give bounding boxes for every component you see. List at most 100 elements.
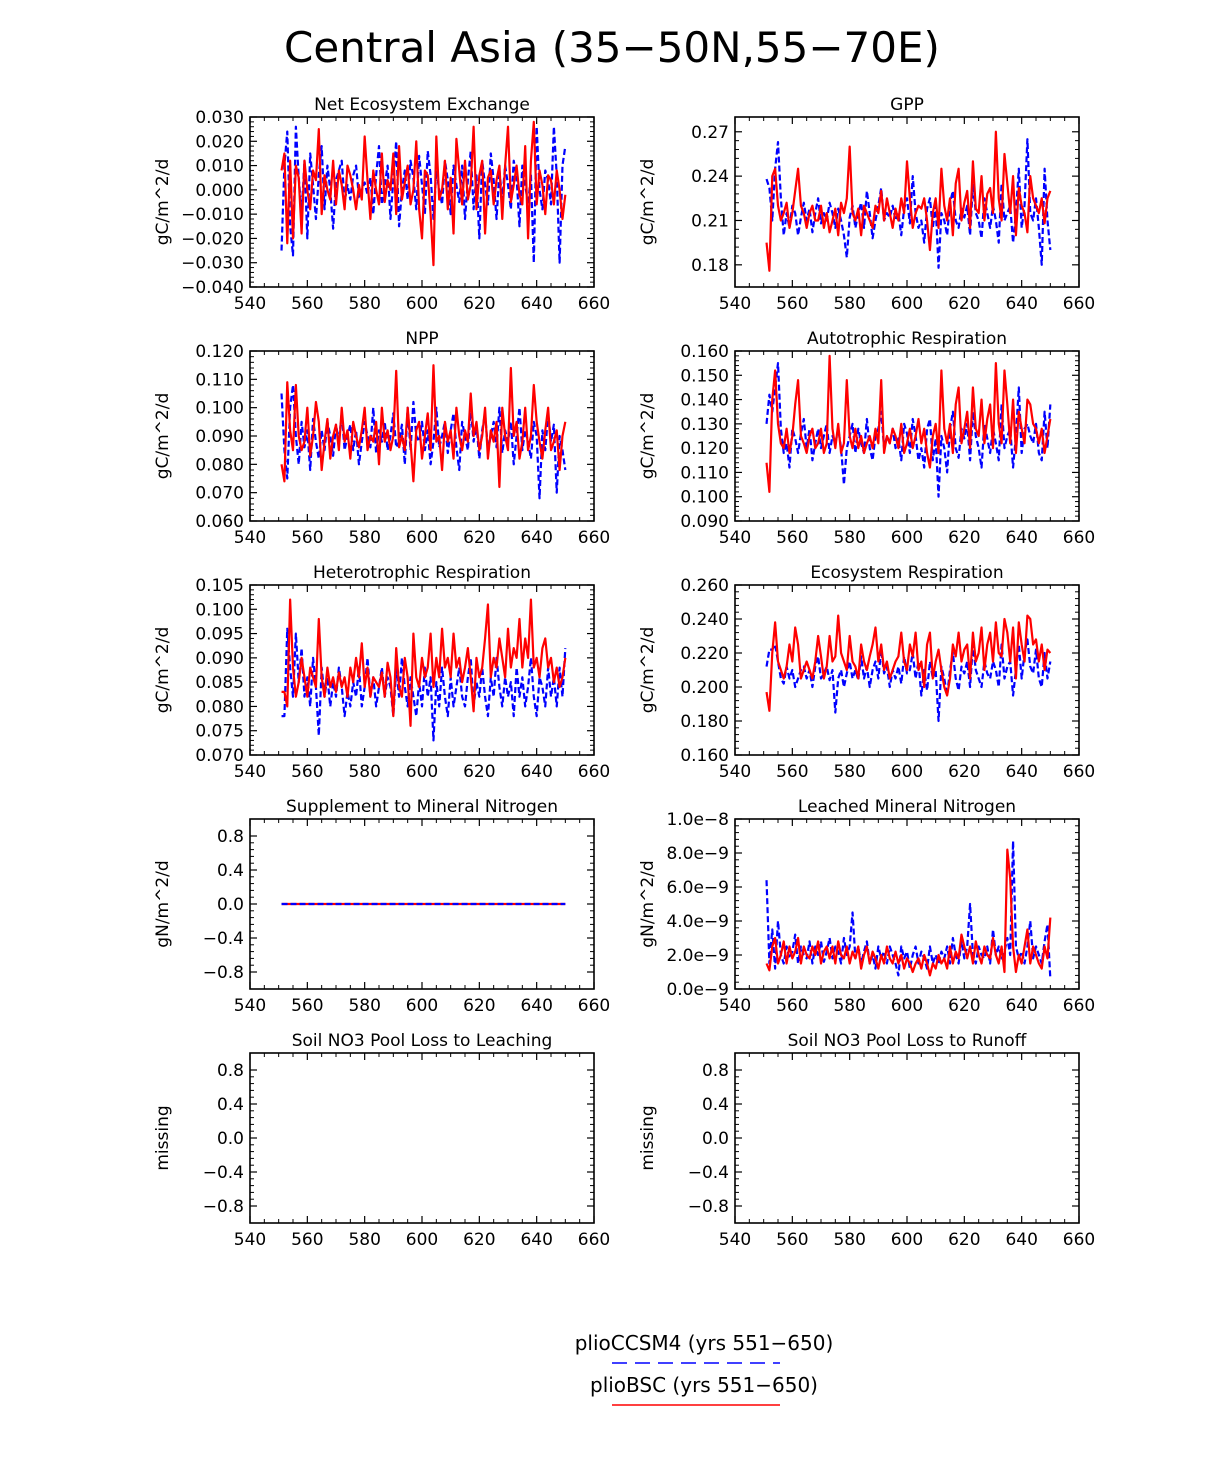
y-tick-label: −0.4 [203, 929, 244, 949]
x-tick-label: 560 [776, 996, 808, 1016]
x-tick-label: 540 [234, 294, 266, 314]
x-tick-label: 640 [1005, 1230, 1037, 1250]
y-tick-label: 0.0 [702, 1129, 729, 1149]
y-tick-label: 0.140 [680, 391, 729, 411]
series-line-pliobsc [281, 598, 567, 727]
x-tick-label: 580 [348, 1230, 380, 1250]
series-line-pliobsc [765, 614, 1052, 712]
panel-soil-no3-pool-loss-to-leaching: 540 560 580 600 620 640 660 −0.8 −0.4 0.0 0.4 0.8 So… [153, 1031, 610, 1250]
x-tick-label: 580 [348, 762, 380, 782]
x-tick-label: 560 [291, 294, 323, 314]
panel-supplement-to-mineral-nitrogen: 540 560 580 600 620 640 660 −0.8 −0.4 0.0 0.4 0.8 Su… [153, 797, 610, 1016]
x-tick-label: 540 [719, 294, 751, 314]
y-axis-label: gC/m^2/d [638, 627, 658, 714]
x-tick-label: 660 [578, 996, 610, 1016]
panel-net-ecosystem-exchange: 540 560 580 600 620 640 660 −0.040 −0.030 −0.020 −… [153, 95, 610, 314]
series-line-plioccsm4 [765, 638, 1052, 723]
x-tick-label: 640 [520, 1230, 552, 1250]
plot-frame [249, 1052, 595, 1224]
x-tick-label: 540 [719, 996, 751, 1016]
series-line-pliobsc [280, 364, 567, 489]
x-tick-label: 660 [578, 294, 610, 314]
y-tick-label: 0.130 [680, 415, 729, 435]
y-tick-label: 0.080 [195, 455, 244, 475]
x-tick-label: 660 [578, 1230, 610, 1250]
panel-title: Ecosystem Respiration [810, 563, 1003, 583]
y-tick-label: 1.0e−8 [666, 810, 729, 830]
y-axis-label: missing [638, 1105, 658, 1170]
x-tick-label: 620 [948, 762, 980, 782]
y-tick-label: 0.150 [680, 366, 729, 386]
x-tick-label: 600 [891, 762, 923, 782]
panel-title: Soil NO3 Pool Loss to Runoff [788, 1031, 1028, 1051]
x-tick-label: 580 [833, 996, 865, 1016]
panel-title: GPP [890, 95, 924, 115]
y-tick-label: 0.090 [195, 427, 244, 447]
x-tick-label: 600 [891, 996, 923, 1016]
y-tick-label: −0.010 [181, 205, 244, 225]
x-tick-label: 600 [406, 294, 438, 314]
plot-frame [249, 584, 595, 756]
legend-label-bsc: plioBSC (yrs 551−650) [590, 1373, 818, 1397]
y-tick-label: −0.030 [181, 254, 244, 274]
x-tick-label: 560 [291, 996, 323, 1016]
x-tick-label: 640 [520, 294, 552, 314]
x-tick-label: 620 [463, 1230, 495, 1250]
y-axis-label: gC/m^2/d [153, 627, 173, 714]
y-tick-label: 0.105 [195, 576, 244, 596]
panel-title: Net Ecosystem Exchange [314, 95, 530, 115]
y-tick-label: 0.120 [680, 439, 729, 459]
legend-label-ccsm4: plioCCSM4 (yrs 551−650) [575, 1331, 834, 1355]
x-tick-label: 660 [1063, 996, 1095, 1016]
x-tick-label: 600 [406, 996, 438, 1016]
y-tick-label: 0.27 [691, 123, 729, 143]
panel-leached-mineral-nitrogen: 540 560 580 600 620 640 660 0.0e−9 2.0e−9 4.0e−9 6… [638, 797, 1095, 1016]
y-tick-label: 0.100 [195, 399, 244, 419]
y-tick-label: 0.100 [680, 488, 729, 508]
y-tick-label: −0.8 [203, 1197, 244, 1217]
x-tick-label: 640 [520, 762, 552, 782]
x-tick-label: 540 [234, 762, 266, 782]
y-tick-label: 0.8 [702, 1061, 729, 1081]
series-line-pliobsc [280, 120, 567, 267]
y-tick-label: 0.160 [680, 342, 729, 362]
x-tick-label: 560 [291, 528, 323, 548]
y-tick-label: 0.030 [195, 108, 244, 128]
y-tick-label: 0.060 [195, 512, 244, 532]
x-tick-label: 660 [578, 762, 610, 782]
y-tick-label: 0.100 [195, 600, 244, 620]
y-tick-label: 0.070 [195, 746, 244, 766]
y-axis-label: gC/m^2/d [153, 159, 173, 246]
panel-title: Supplement to Mineral Nitrogen [286, 797, 558, 817]
y-tick-label: 0.260 [680, 576, 729, 596]
y-tick-label: 0.4 [702, 1095, 729, 1115]
x-tick-label: 660 [578, 528, 610, 548]
x-tick-label: 620 [948, 528, 980, 548]
y-tick-label: 0.000 [195, 181, 244, 201]
x-tick-label: 620 [463, 294, 495, 314]
x-tick-label: 580 [348, 528, 380, 548]
y-tick-label: 2.0e−9 [666, 946, 729, 966]
x-tick-label: 640 [1005, 996, 1037, 1016]
x-tick-label: 540 [234, 1230, 266, 1250]
x-tick-label: 600 [406, 762, 438, 782]
x-tick-label: 580 [348, 996, 380, 1016]
panel-autotrophic-respiration: 540 560 580 600 620 640 660 0.090 0.100 0.110 0.12… [638, 329, 1095, 548]
y-tick-label: 0.8 [217, 827, 244, 847]
y-tick-label: 8.0e−9 [666, 844, 729, 864]
x-tick-label: 580 [833, 294, 865, 314]
panel-gpp: 540 560 580 600 620 640 660 0.18 0.21 0.24 0.27 GPP… [638, 95, 1095, 314]
x-tick-label: 600 [891, 528, 923, 548]
x-tick-label: 540 [234, 528, 266, 548]
y-tick-label: 6.0e−9 [666, 878, 729, 898]
x-tick-label: 540 [719, 762, 751, 782]
y-tick-label: 0.090 [195, 649, 244, 669]
x-tick-label: 580 [833, 528, 865, 548]
x-tick-label: 540 [719, 1230, 751, 1250]
y-tick-label: 0.085 [195, 673, 244, 693]
x-tick-label: 600 [891, 294, 923, 314]
y-axis-label: gC/m^2/d [638, 159, 658, 246]
x-tick-label: 560 [776, 1230, 808, 1250]
x-tick-label: 620 [948, 294, 980, 314]
